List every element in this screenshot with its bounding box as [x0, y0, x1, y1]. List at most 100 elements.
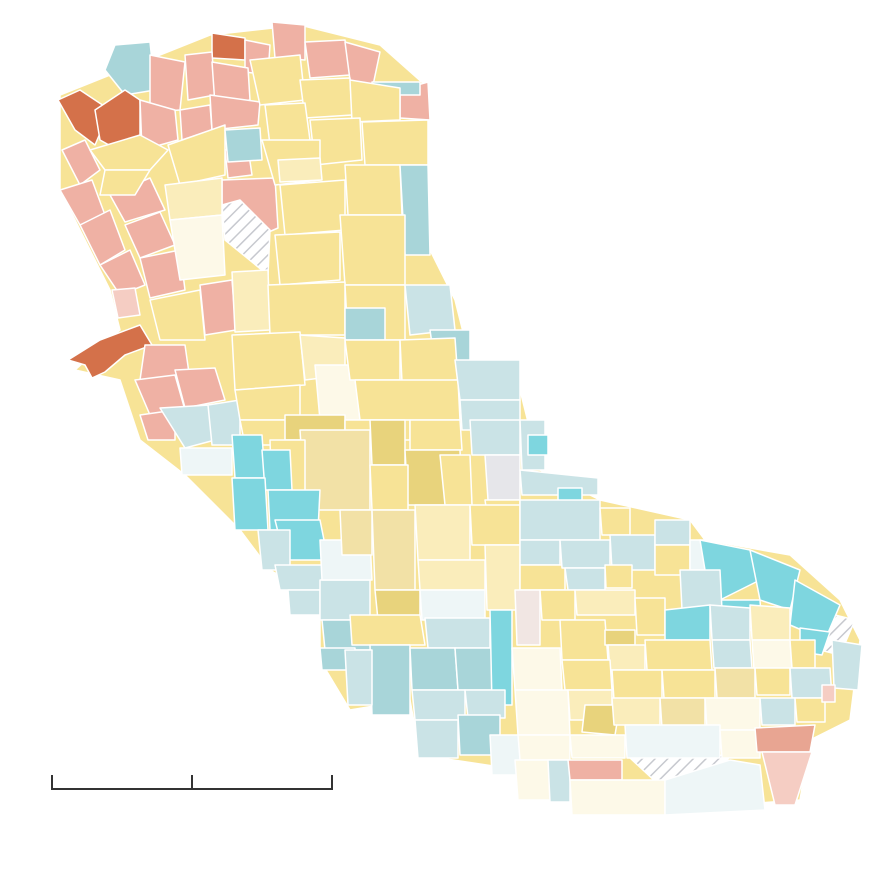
tract [679, 569, 723, 611]
tract [167, 124, 226, 186]
tract [519, 539, 561, 566]
tract [517, 734, 571, 761]
tract [611, 697, 661, 726]
tract [231, 331, 306, 391]
tract [139, 249, 186, 299]
east-tracts [514, 499, 841, 656]
tract [489, 609, 513, 706]
south-central-tracts [339, 504, 521, 776]
tract [404, 284, 456, 336]
tract [211, 32, 246, 61]
tract [547, 759, 571, 803]
tract [349, 79, 401, 123]
tract [164, 177, 223, 221]
tract [821, 684, 836, 703]
tract [199, 279, 237, 336]
tract [714, 667, 756, 699]
tract [319, 579, 371, 621]
tract [417, 559, 486, 591]
tract [231, 269, 271, 333]
tract [789, 639, 816, 669]
tract [567, 759, 623, 781]
tract [354, 379, 461, 421]
tract [754, 724, 816, 753]
tract [527, 434, 549, 456]
tract [149, 54, 186, 113]
tract [607, 644, 646, 671]
tract [514, 589, 541, 646]
tract [99, 249, 146, 296]
tract [611, 669, 663, 701]
tract [279, 179, 346, 236]
tract [654, 519, 691, 546]
tract [149, 289, 206, 341]
tract [179, 447, 233, 476]
tract [561, 659, 613, 691]
tract [274, 231, 341, 286]
tract [454, 359, 521, 401]
tract [599, 507, 631, 536]
tract [569, 734, 626, 759]
tract [519, 499, 601, 541]
tract [267, 281, 346, 336]
tract [484, 454, 521, 501]
tract [369, 644, 411, 716]
tract [409, 419, 463, 451]
tract [751, 639, 793, 671]
tract [414, 719, 459, 759]
tract [664, 759, 766, 816]
tract [287, 589, 321, 616]
scale-bar [51, 775, 333, 790]
tract [644, 639, 713, 671]
tract [761, 751, 813, 806]
tract [339, 509, 373, 556]
tract [369, 419, 406, 466]
tract [569, 779, 666, 816]
tract [634, 597, 666, 636]
tract [409, 647, 459, 691]
tract [257, 529, 291, 571]
tract [67, 324, 153, 379]
tract [511, 647, 563, 691]
tract [539, 589, 576, 621]
tract [564, 567, 606, 591]
tract [659, 697, 706, 729]
tract [419, 589, 486, 621]
tract [209, 94, 261, 131]
central-tracts [239, 284, 599, 521]
tract [371, 509, 416, 591]
tract [604, 629, 636, 646]
tract [89, 134, 169, 171]
tract [604, 564, 633, 589]
tract [749, 604, 791, 641]
tract [224, 127, 263, 163]
tract [104, 41, 156, 96]
tract [624, 724, 721, 759]
tract [344, 164, 403, 216]
tract [231, 477, 269, 531]
west-turquoise-tracts [231, 434, 373, 671]
tract [711, 639, 753, 669]
tract [469, 504, 521, 546]
southeast-tracts [511, 619, 863, 816]
tract [514, 689, 571, 736]
tract [411, 689, 466, 721]
west-tracts [67, 324, 241, 476]
tract [574, 589, 636, 616]
tract [414, 504, 471, 561]
tract [249, 54, 306, 106]
tract [831, 639, 863, 691]
tract [719, 729, 761, 759]
tract [274, 564, 326, 591]
tract [277, 157, 323, 183]
tract [344, 649, 373, 706]
tract [299, 77, 353, 119]
tract [99, 169, 151, 196]
tract [754, 667, 791, 696]
tract [304, 39, 351, 79]
tract [559, 539, 611, 569]
tract [111, 287, 141, 319]
tract [361, 119, 429, 166]
tract [794, 697, 826, 723]
